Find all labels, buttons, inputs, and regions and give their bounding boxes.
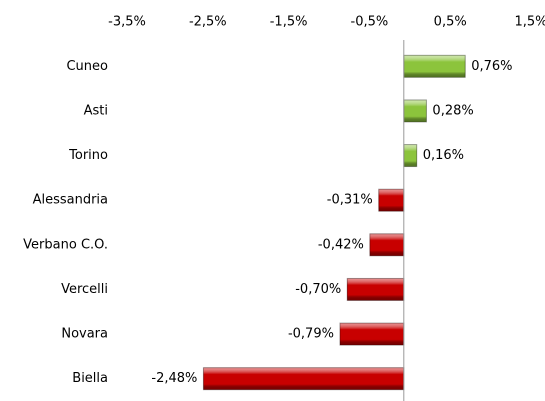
y-tick-label: Biella bbox=[72, 371, 108, 386]
x-tick-label: -2,5% bbox=[189, 15, 227, 30]
bar-shade bbox=[346, 277, 405, 301]
x-tick-label: -3,5% bbox=[108, 15, 146, 30]
y-tick-label: Torino bbox=[68, 148, 108, 163]
x-tick-label: -1,5% bbox=[270, 15, 308, 30]
bar-shade bbox=[403, 144, 418, 168]
bar-shade bbox=[339, 322, 405, 346]
value-label: 0,28% bbox=[432, 103, 473, 118]
x-tick-label: 1,5% bbox=[514, 15, 545, 30]
value-label: -0,31% bbox=[327, 193, 373, 208]
y-tick-label: Asti bbox=[84, 103, 108, 118]
y-tick-label: Vercelli bbox=[61, 282, 108, 297]
bar-shade bbox=[403, 54, 466, 78]
bar-shade bbox=[202, 367, 405, 391]
y-tick-label: Novara bbox=[61, 327, 108, 342]
bar-shade bbox=[369, 233, 405, 257]
x-tick-label: 0,5% bbox=[434, 15, 467, 30]
value-label: 0,76% bbox=[471, 59, 512, 74]
value-label: -2,48% bbox=[151, 371, 197, 386]
y-tick-label: Alessandria bbox=[33, 193, 108, 208]
y-tick-label: Cuneo bbox=[66, 59, 108, 74]
value-label: -0,79% bbox=[288, 327, 334, 342]
bar-shade bbox=[403, 99, 427, 123]
value-label: -0,70% bbox=[295, 282, 341, 297]
y-tick-label: Verbano C.O. bbox=[23, 237, 108, 252]
value-label: -0,42% bbox=[318, 237, 364, 252]
bar-shade bbox=[378, 188, 405, 212]
value-label: 0,16% bbox=[423, 148, 464, 163]
x-tick-label: -0,5% bbox=[351, 15, 389, 30]
